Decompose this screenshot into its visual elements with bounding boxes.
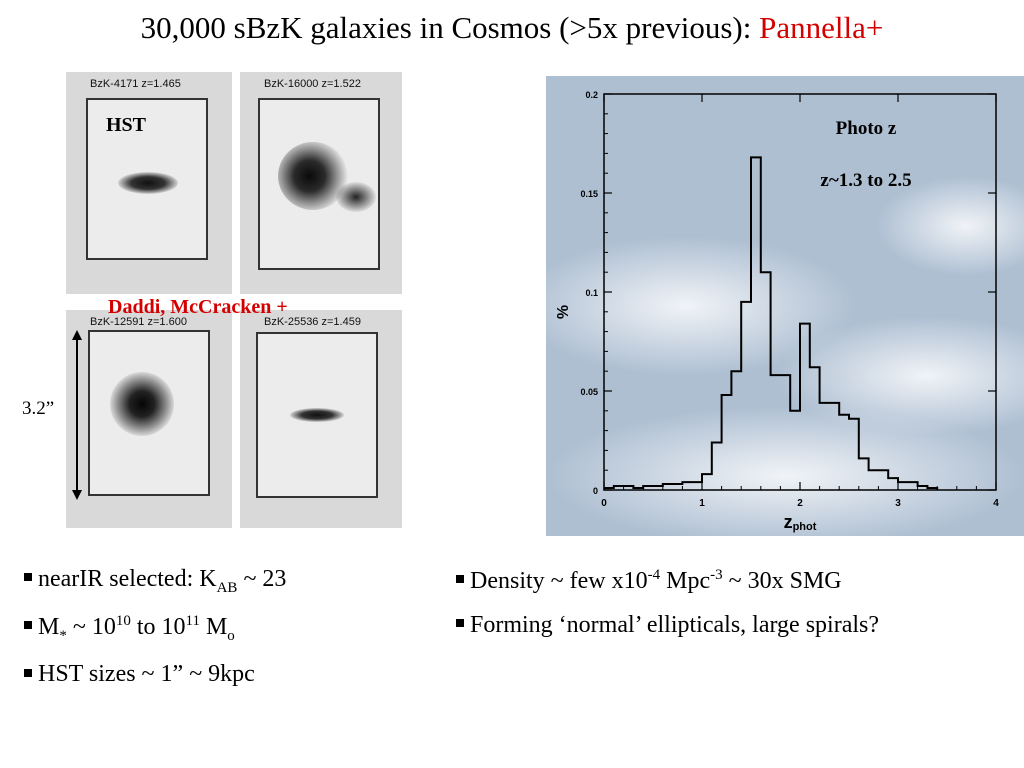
galaxy-blob [118, 172, 178, 194]
x-tick-label: 2 [797, 498, 803, 509]
bullet-hst-sizes: HST sizes ~ 1” ~ 9kpc [24, 659, 434, 689]
bullet-text: Forming ‘normal’ ellipticals, large spir… [470, 612, 880, 638]
histogram-line [604, 156, 939, 490]
hst-label: HST [106, 114, 147, 136]
bullets-right: Density ~ few x10-4 Mpc-3 ~ 30x SMG Form… [456, 566, 1016, 640]
y-tick-label: 0.15 [580, 189, 598, 199]
bullet-nearir: nearIR selected: KAB ~ 23 [24, 564, 434, 598]
galaxy-stamp-3: BzK-12591 z=1.600 [66, 310, 232, 528]
bullet-mass: M* ~ 1010 to 1011 Mo [24, 612, 434, 646]
photoz-histogram: 0 1 2 3 4 0 0.05 0.1 0.15 0.2 Photo z z~1.3 to 2.… [546, 76, 1024, 536]
x-tick-label: 0 [601, 498, 607, 509]
bullet-text: ~ 30x SMG [722, 568, 842, 594]
x-axis-label-main: z [784, 512, 793, 532]
bullet-text: M [38, 613, 60, 640]
bullet-square-icon [24, 573, 32, 582]
galaxy-blob [290, 408, 344, 422]
x-tick-label: 1 [699, 498, 705, 509]
x-tick-label: 4 [993, 498, 999, 509]
annotation-photo-z: Photo z [836, 118, 897, 139]
galaxy-stamp-2: BzK-16000 z=1.522 [240, 72, 402, 294]
cloud-shape [876, 176, 1024, 276]
bullet-sup: -4 [647, 567, 661, 583]
galaxy-blob [110, 372, 174, 436]
x-axis-label-sub: phot [793, 521, 817, 533]
x-axis-label: zphot [784, 512, 817, 533]
bullet-square-icon [24, 621, 32, 630]
y-axis-label: % [555, 305, 572, 319]
stamp-label: BzK-25536 z=1.459 [264, 316, 361, 328]
y-tick-label: 0.1 [585, 288, 598, 298]
stamp-label: BzK-16000 z=1.522 [264, 78, 361, 90]
galaxy-stamp-4: BzK-25536 z=1.459 [240, 310, 402, 528]
scale-arrow [72, 330, 82, 500]
bullet-sub: AB [216, 579, 238, 596]
bullet-forming: Forming ‘normal’ ellipticals, large spir… [456, 610, 976, 640]
bullet-density: Density ~ few x10-4 Mpc-3 ~ 30x SMG [456, 566, 1016, 596]
bullet-sub: * [59, 627, 67, 644]
y-tick-label: 0 [593, 486, 598, 496]
title-highlight: Pannella+ [759, 10, 884, 45]
title-text: 30,000 sBzK galaxies in Cosmos (>5x prev… [140, 10, 760, 45]
bullet-sup: 10 [115, 612, 131, 629]
bullet-sup: -3 [710, 567, 723, 583]
bullet-text: to 10 [130, 613, 186, 640]
bullet-text: ~ 10 [66, 613, 116, 640]
cloud-shape [776, 316, 1024, 436]
y-tick-label: 0.2 [585, 90, 598, 100]
bullet-square-icon [456, 619, 464, 628]
bullet-text: Density ~ few x10 [470, 568, 648, 594]
x-tick-label: 3 [895, 498, 901, 509]
bullet-text: HST sizes ~ 1” ~ 9kpc [38, 661, 255, 688]
bullet-square-icon [456, 575, 464, 584]
scale-label: 3.2” [22, 398, 55, 419]
bullet-sup: 11 [185, 612, 200, 629]
galaxy-arm-blob [336, 182, 376, 212]
y-tick-label: 0.05 [580, 387, 598, 397]
bullet-text: ~ 23 [237, 566, 287, 592]
stamp-label: BzK-4171 z=1.465 [90, 78, 181, 90]
cloud-shape [546, 406, 1024, 536]
bullet-text: M [199, 613, 228, 640]
bullet-text: nearIR selected: K [38, 566, 217, 592]
bullet-square-icon [24, 668, 32, 677]
annotation-z-range: z~1.3 to 2.5 [820, 170, 911, 191]
stamp-label: BzK-12591 z=1.600 [90, 316, 187, 328]
cloud-shape [546, 236, 856, 376]
bullet-sub: o [227, 627, 235, 644]
credit-label: Daddi, McCracken + [108, 296, 288, 318]
bullet-text: Mpc [660, 568, 711, 594]
bullets-left: nearIR selected: KAB ~ 23 M* ~ 1010 to 1… [24, 564, 434, 689]
slide-title: 30,000 sBzK galaxies in Cosmos (>5x prev… [0, 10, 1024, 46]
galaxy-stamp-1: BzK-4171 z=1.465 HST [66, 72, 232, 294]
